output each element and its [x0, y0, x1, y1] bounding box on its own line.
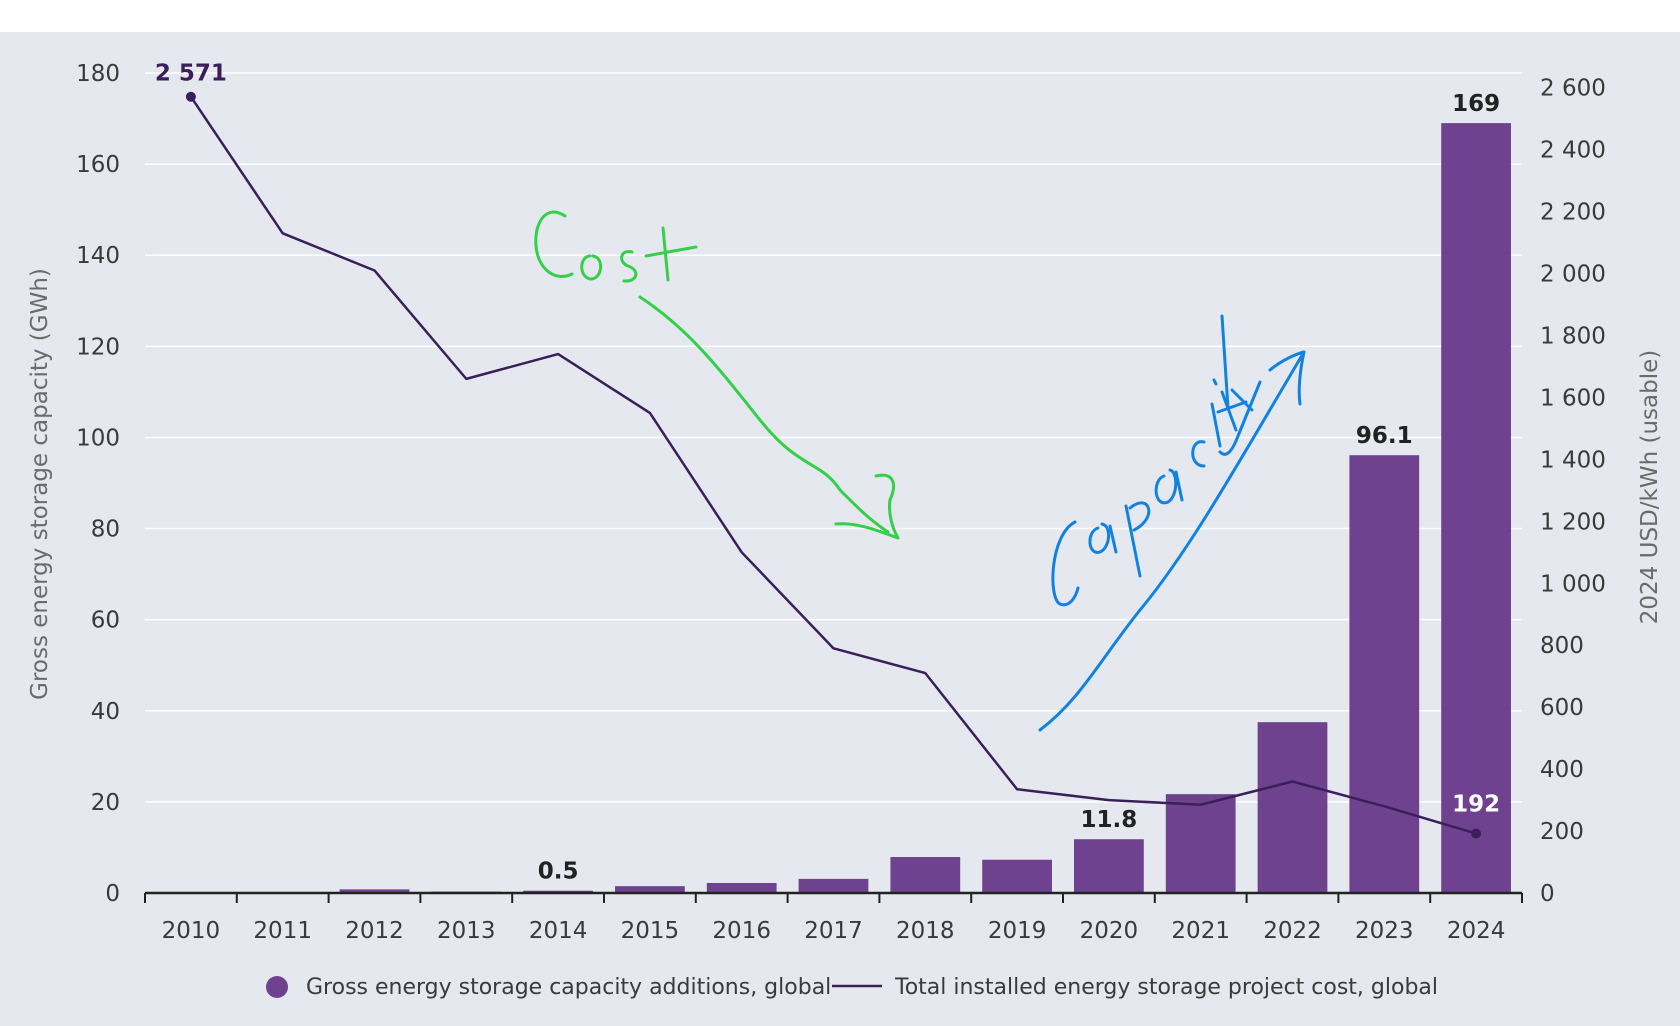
y-left-tick-label: 120: [76, 334, 120, 360]
y-left-tick-label: 80: [91, 517, 120, 543]
y-left-tick-label: 160: [76, 152, 120, 178]
x-tick-label: 2013: [437, 918, 496, 944]
x-tick-label: 2024: [1447, 918, 1506, 944]
cost-line: [185, 91, 1482, 839]
cost-handwriting: [534, 210, 698, 283]
y-right-tick-label: 1 600: [1540, 385, 1606, 411]
bar: [1257, 722, 1328, 893]
x-tick-label: 2022: [1263, 918, 1322, 944]
tick-labels: 0 20 40 60 80 100 120 140 160 180 0 200 400 600 800 1 0…: [76, 61, 1606, 944]
y-left-tick-label: 100: [76, 425, 120, 451]
x-tick-label: 2021: [1171, 918, 1230, 944]
bar-value-label: 96.1: [1356, 423, 1413, 449]
bar: [1165, 794, 1236, 893]
y-axis-right-title: 2024 USD/kWh (usable): [1637, 350, 1663, 624]
y-right-tick-label: 1 200: [1540, 509, 1606, 535]
y-right-tick-label: 1 000: [1540, 571, 1606, 597]
capacity-handwriting: [1051, 314, 1262, 607]
x-tick-label: 2015: [621, 918, 680, 944]
bar: [982, 859, 1052, 893]
y-left-tick-label: 140: [76, 243, 120, 269]
y-left-tick-label: 60: [91, 608, 120, 634]
capacity-annotation: [1038, 314, 1306, 732]
x-tick-label: 2023: [1355, 918, 1414, 944]
x-tick-label: 2018: [896, 918, 955, 944]
y-right-tick-label: 2 600: [1540, 76, 1606, 102]
y-left-tick-label: 20: [91, 790, 120, 816]
x-tick-label: 2011: [253, 918, 312, 944]
y-right-tick-label: 2 000: [1540, 262, 1606, 288]
x-tick-label: 2010: [162, 918, 221, 944]
bar: [1441, 123, 1511, 894]
y-right-tick-label: 600: [1540, 695, 1584, 721]
data-labels: 0.5 11.8 96.1 169 2 571 192: [155, 61, 1500, 885]
bar: [798, 878, 869, 893]
legend-bar-swatch: [266, 976, 288, 998]
bar: [615, 886, 685, 893]
cost-point-start: [185, 91, 196, 102]
cost-value-label: 2 571: [155, 61, 227, 87]
cost-arrow-icon: [638, 295, 900, 540]
bar: [890, 857, 961, 893]
legend: Gross energy storage capacity additions,…: [266, 975, 1438, 1000]
y-left-tick-label: 180: [76, 61, 120, 87]
cost-annotation: [534, 210, 900, 540]
cost-point-end: [1471, 828, 1482, 839]
x-tick-label: 2020: [1080, 918, 1139, 944]
bar: [1074, 839, 1144, 893]
y-right-tick-label: 2 400: [1540, 138, 1606, 164]
gridlines: [145, 72, 1522, 803]
legend-bar-label: Gross energy storage capacity additions,…: [306, 975, 831, 1000]
x-tick-label: 2019: [988, 918, 1047, 944]
cost-value-label: 192: [1452, 792, 1500, 818]
y-right-tick-label: 1 800: [1540, 324, 1606, 350]
x-tick-label: 2016: [712, 918, 771, 944]
capacity-arrow-icon: [1038, 350, 1306, 732]
legend-line-label: Total installed energy storage project c…: [894, 975, 1438, 1000]
y-right-tick-label: 400: [1540, 757, 1584, 783]
bar: [706, 882, 777, 893]
y-right-tick-label: 1 400: [1540, 447, 1606, 473]
bar: [1349, 455, 1420, 893]
cost-line-path: [189, 96, 1477, 835]
y-left-tick-label: 0: [105, 881, 120, 907]
y-right-tick-label: 800: [1540, 633, 1584, 659]
bar: [339, 889, 410, 893]
x-axis: [144, 891, 1523, 903]
y-right-tick-label: 200: [1540, 819, 1584, 845]
x-tick-label: 2014: [529, 918, 588, 944]
bar-value-label: 169: [1452, 91, 1500, 117]
y-right-tick-label: 2 200: [1540, 200, 1606, 226]
x-tick-label: 2012: [345, 918, 404, 944]
y-right-tick-label: 0: [1540, 881, 1555, 907]
bars: [156, 123, 1511, 894]
x-tick-label: 2017: [804, 918, 863, 944]
y-left-tick-label: 40: [91, 699, 120, 725]
bar-value-label: 0.5: [538, 859, 579, 885]
y-axis-left-title: Gross energy storage capacity (GWh): [27, 268, 53, 700]
bar-value-label: 11.8: [1081, 807, 1138, 833]
